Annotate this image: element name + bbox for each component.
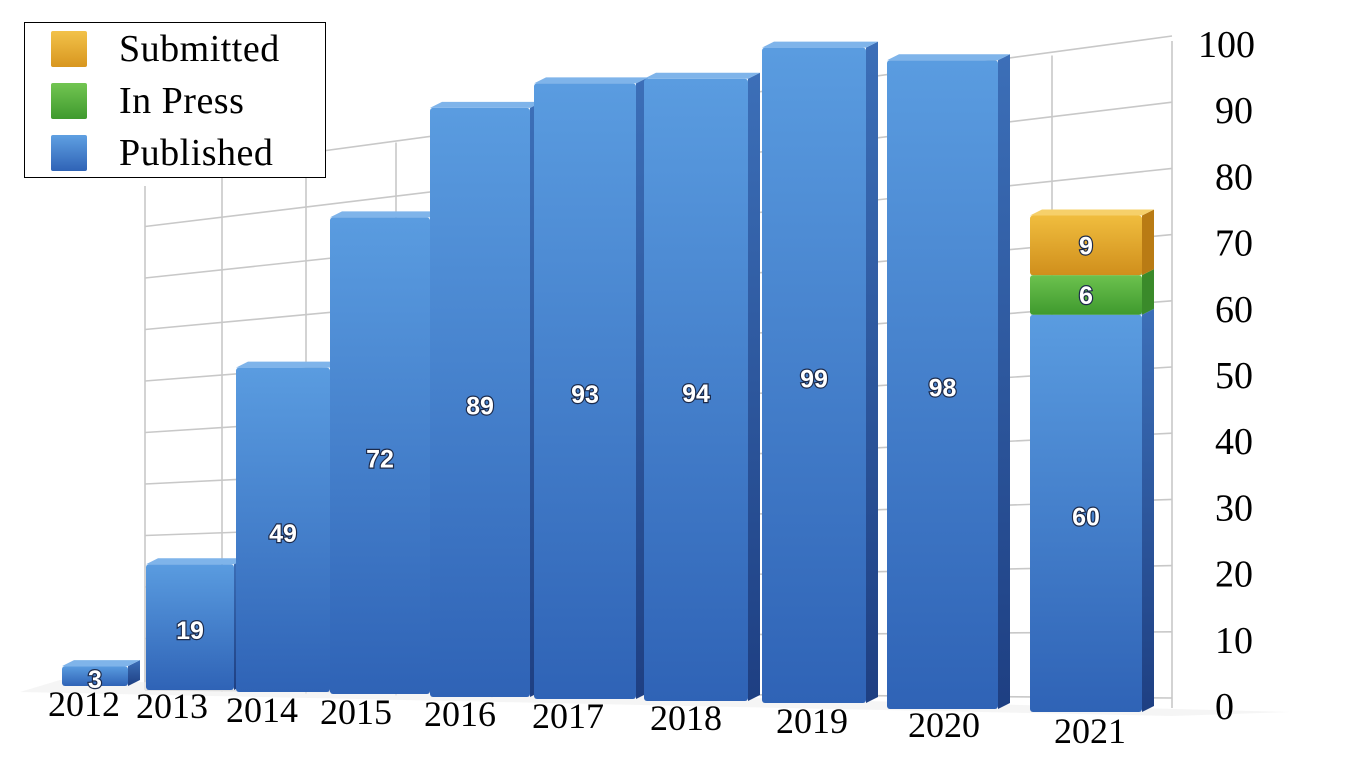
bar-side: [1142, 308, 1154, 712]
x-tick-label-2020: 2020: [908, 705, 980, 745]
y-tick-label: 70: [1215, 223, 1253, 265]
data-labels: 3 19 49 72 89 93 94 99 98 60 6 9: [87, 231, 1101, 695]
bar-top: [534, 77, 648, 84]
bar-side: [866, 41, 878, 704]
bar-side: [1142, 269, 1154, 315]
data-label-published-2013: 19: [176, 617, 204, 645]
legend-item-submitted: Submitted: [25, 23, 325, 75]
legend-item-in-press: In Press: [25, 75, 325, 127]
bar-front: [62, 666, 128, 686]
bar-front: [430, 107, 530, 697]
y-axis: 0 10 20 30 40 50 60 70 80 90 100: [1198, 24, 1255, 728]
bar-side: [998, 54, 1010, 710]
data-label-submitted-2021: 9: [1079, 232, 1093, 260]
y-tick-label: 30: [1215, 487, 1253, 529]
bar-front: [887, 60, 998, 710]
bar-top: [762, 41, 878, 48]
legend-swatch-published: [51, 135, 87, 171]
bar-front: [1030, 215, 1142, 276]
bar-front: [1030, 314, 1142, 712]
x-tick-label-2018: 2018: [650, 698, 722, 738]
legend: Submitted In Press Published: [24, 22, 326, 178]
bar-front: [236, 367, 330, 692]
bar-submitted-2021: [1030, 209, 1154, 276]
bar-front: [330, 217, 430, 695]
x-tick-label-2017: 2017: [532, 696, 604, 736]
data-label-published-2016: 89: [466, 392, 494, 420]
bar-top: [330, 211, 442, 218]
bar-top: [430, 101, 542, 108]
data-label-published-2014: 49: [269, 520, 297, 548]
bar-side: [128, 660, 140, 686]
bar-top: [62, 660, 140, 667]
bar-published-2018: [644, 72, 760, 702]
legend-swatch-submitted: [51, 31, 87, 67]
bar-top: [644, 72, 760, 79]
bar-top: [1030, 209, 1154, 216]
bar-front: [1030, 275, 1142, 315]
x-tick-label-2019: 2019: [776, 701, 848, 741]
bar-published-2012: [62, 660, 140, 686]
bar-published-2020: [887, 54, 1010, 710]
x-tick-label-2016: 2016: [424, 694, 496, 734]
y-tick-label: 40: [1215, 421, 1253, 463]
data-label-in-press-2021: 6: [1079, 282, 1093, 310]
y-tick-label: 50: [1215, 355, 1253, 397]
bar-front: [762, 47, 866, 704]
bar-top: [146, 558, 246, 565]
y-tick-label: 60: [1215, 289, 1253, 331]
legend-label-submitted: Submitted: [119, 28, 280, 70]
legend-label-in-press: In Press: [119, 80, 245, 122]
data-label-published-2015: 72: [366, 446, 394, 474]
bar-top: [236, 361, 342, 368]
x-tick-label-2013: 2013: [136, 686, 208, 726]
x-tick-label-2014: 2014: [226, 690, 298, 730]
legend-label-published: Published: [119, 132, 274, 174]
bar-side: [748, 72, 760, 702]
x-tick-label-2015: 2015: [320, 692, 392, 732]
bar-front: [534, 83, 636, 700]
data-label-published-2018: 94: [682, 380, 710, 408]
legend-item-published: Published: [25, 127, 325, 179]
bar-front: [146, 564, 234, 690]
bars: [62, 41, 1154, 712]
y-tick-label: 20: [1215, 554, 1253, 596]
y-tick-label: 10: [1215, 620, 1253, 662]
bar-published-2019: [762, 41, 878, 704]
y-tick-label: 80: [1215, 156, 1253, 198]
bar-side: [1142, 209, 1154, 276]
data-label-published-2021: 60: [1072, 503, 1100, 531]
x-tick-label-2021: 2021: [1054, 711, 1126, 751]
x-axis: 2012 2013 2014 2015 2016 2017 2018 2019 2020 2021: [48, 684, 1126, 751]
data-label-published-2020: 98: [929, 375, 957, 403]
y-tick-label: 0: [1215, 686, 1234, 728]
y-tick-label: 100: [1198, 24, 1255, 66]
y-tick-label: 90: [1215, 90, 1253, 132]
data-label-published-2012: 3: [88, 666, 102, 694]
data-label-published-2019: 99: [800, 365, 828, 393]
data-label-published-2017: 93: [571, 381, 599, 409]
x-tick-label-2012: 2012: [48, 684, 120, 724]
legend-swatch-in-press: [51, 83, 87, 119]
bar-front: [644, 78, 748, 702]
bar-top: [887, 54, 1010, 61]
